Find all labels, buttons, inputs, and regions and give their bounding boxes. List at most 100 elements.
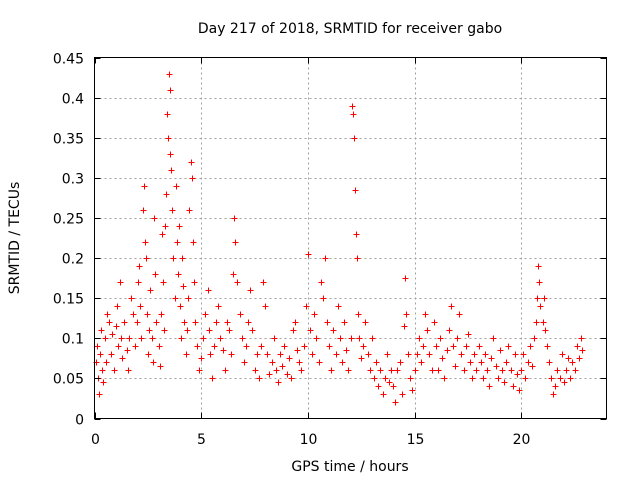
data-point — [117, 279, 124, 286]
data-point — [544, 343, 551, 350]
data-point — [529, 363, 536, 370]
data-point — [258, 343, 265, 350]
data-point — [143, 255, 150, 262]
data-point — [461, 367, 468, 374]
data-point — [226, 327, 233, 334]
grid-lines — [94, 57, 607, 419]
data-point — [330, 327, 337, 334]
data-point — [205, 287, 212, 294]
data-point — [108, 351, 115, 358]
data-point — [94, 343, 101, 350]
data-point — [167, 151, 174, 158]
data-point — [465, 331, 472, 338]
data-point — [380, 391, 387, 398]
data-point — [407, 375, 414, 382]
data-point — [345, 367, 352, 374]
data-point — [245, 319, 252, 326]
data-point — [567, 375, 574, 382]
data-point — [439, 355, 446, 362]
data-point — [348, 335, 355, 342]
data-point — [301, 343, 308, 350]
data-point — [311, 311, 318, 318]
data-point — [531, 335, 538, 342]
data-point — [371, 375, 378, 382]
data-point — [130, 311, 137, 318]
data-point — [167, 87, 174, 94]
data-point — [97, 351, 104, 358]
data-point — [390, 383, 397, 390]
data-point — [269, 359, 276, 366]
data-point — [373, 359, 380, 366]
data-point — [249, 327, 256, 334]
data-point — [563, 367, 570, 374]
data-point — [303, 303, 310, 310]
data-point — [352, 187, 359, 194]
data-point — [237, 311, 244, 318]
data-point — [412, 367, 419, 374]
x-tick-label: 0 — [91, 432, 100, 448]
data-point — [431, 319, 438, 326]
data-point — [234, 279, 241, 286]
data-point — [405, 351, 412, 358]
data-point — [318, 279, 325, 286]
data-point — [106, 319, 113, 326]
data-point — [170, 255, 177, 262]
x-tick-label: 20 — [513, 432, 531, 448]
data-point — [463, 343, 470, 350]
data-point — [290, 327, 297, 334]
data-point — [554, 367, 561, 374]
data-point — [320, 295, 327, 302]
data-point — [128, 295, 135, 302]
data-point — [279, 363, 286, 370]
data-point — [488, 355, 495, 362]
data-point — [147, 287, 154, 294]
data-point — [125, 367, 132, 374]
data-point — [358, 355, 365, 362]
data-point — [514, 371, 521, 378]
data-point — [402, 275, 409, 282]
data-point — [536, 279, 543, 286]
data-point — [542, 327, 549, 334]
data-point — [186, 207, 193, 214]
data-point — [349, 103, 356, 110]
data-point — [149, 335, 156, 342]
data-point — [422, 311, 429, 318]
data-point — [215, 303, 222, 310]
data-point — [533, 319, 540, 326]
data-point — [256, 375, 263, 382]
data-point — [102, 335, 109, 342]
data-point — [247, 287, 254, 294]
data-point — [353, 231, 360, 238]
data-point — [172, 295, 179, 302]
data-point — [150, 359, 157, 366]
data-point — [198, 355, 205, 362]
data-point — [284, 371, 291, 378]
data-point — [495, 375, 502, 382]
data-point — [441, 375, 448, 382]
data-point — [211, 343, 218, 350]
data-point — [166, 71, 173, 78]
data-point — [136, 263, 143, 270]
data-point — [222, 367, 229, 374]
data-point — [98, 327, 105, 334]
data-point — [341, 319, 348, 326]
data-point — [113, 323, 120, 330]
data-point — [266, 371, 273, 378]
data-point — [175, 271, 182, 278]
data-point — [392, 399, 399, 406]
data-point — [151, 215, 158, 222]
data-point — [369, 335, 376, 342]
data-point — [239, 335, 246, 342]
data-point — [365, 351, 372, 358]
data-point — [354, 255, 361, 262]
data-point — [194, 343, 201, 350]
data-point — [164, 111, 171, 118]
data-point — [138, 335, 145, 342]
data-point — [181, 319, 188, 326]
data-point — [190, 239, 197, 246]
data-point — [100, 379, 107, 386]
data-point — [124, 347, 131, 354]
data-point — [416, 335, 423, 342]
data-point — [537, 303, 544, 310]
data-point — [140, 207, 147, 214]
